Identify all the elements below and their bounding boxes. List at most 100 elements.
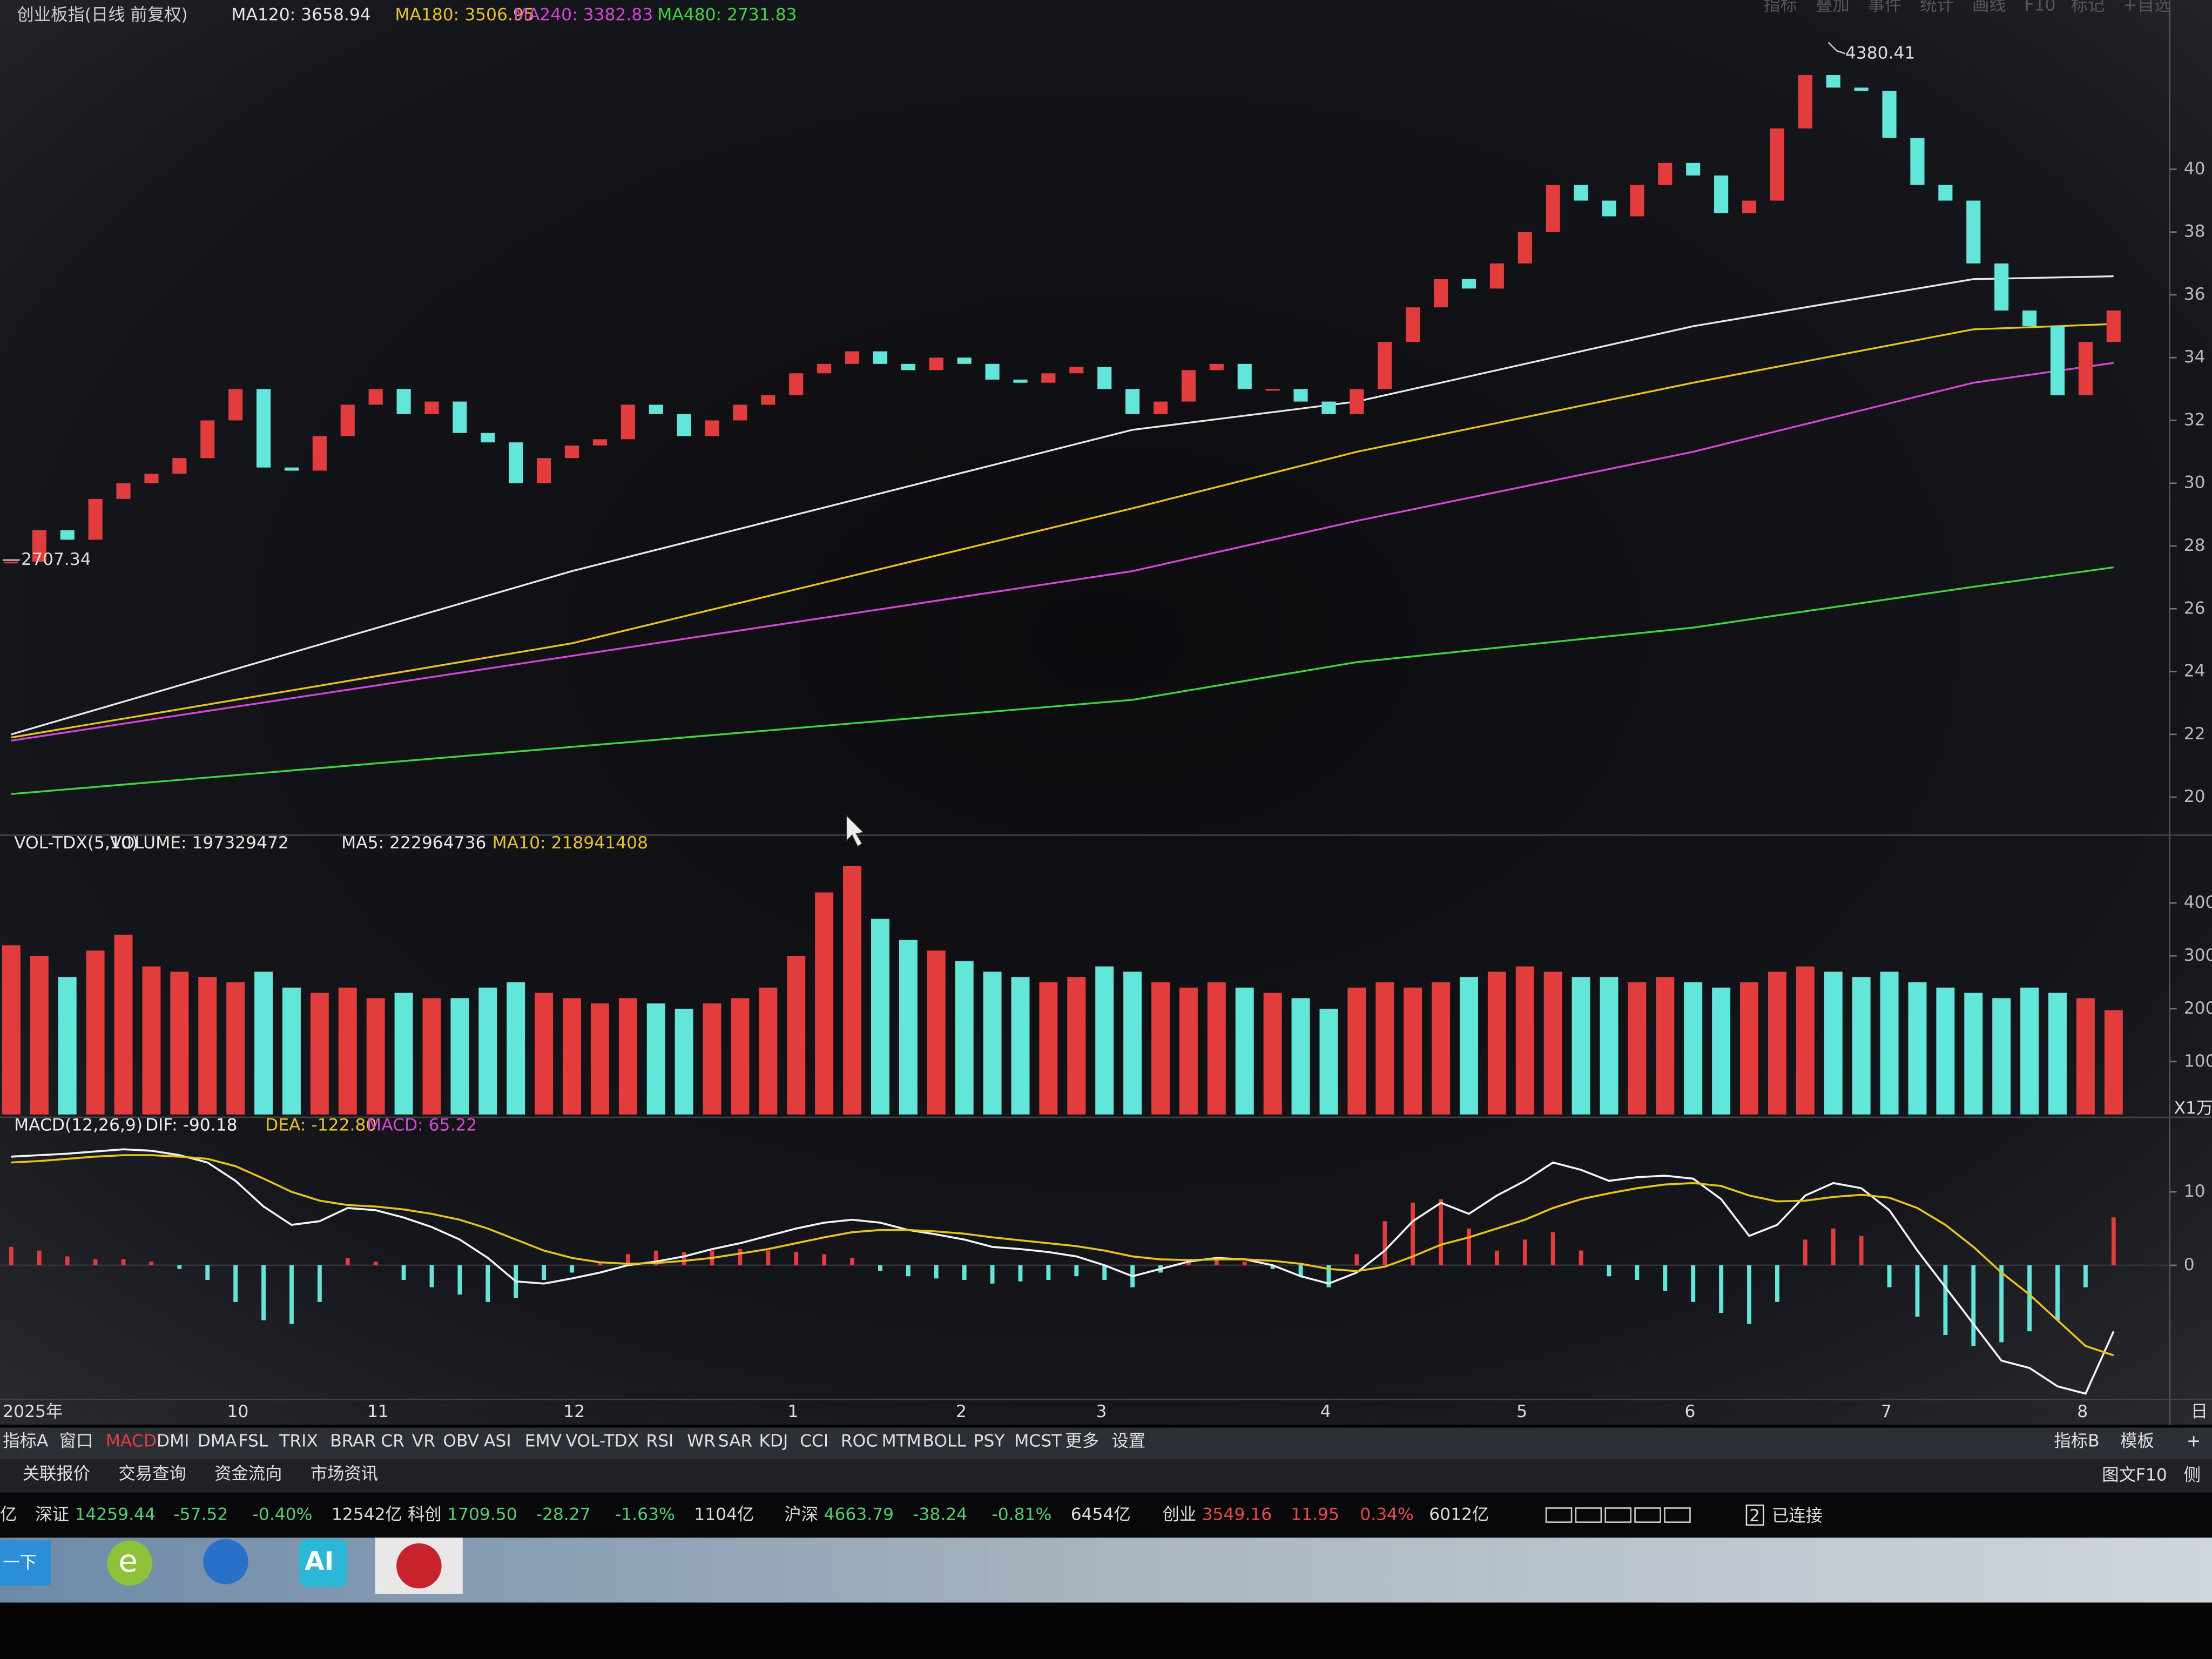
macd-legend: DIF: -90.18 [145,1116,237,1135]
app-icon[interactable] [299,1539,347,1587]
menu-item[interactable]: 叠加 [1816,0,1850,15]
start-label[interactable]: 一下 [3,1553,37,1572]
volume-bar [30,955,49,1115]
candle [789,373,804,395]
link[interactable]: 图文F10 [2102,1465,2167,1485]
menu-item[interactable]: 指标 [1763,0,1797,15]
menu-item[interactable]: F10 [2025,0,2056,15]
volume-bar [1235,987,1254,1115]
candle [1966,200,1981,264]
y-tick-label: 400 [2184,893,2212,912]
candle [172,458,187,474]
candle [228,389,243,421]
candle [1209,363,1224,370]
macd-bar [1522,1239,1527,1265]
annotation: 4380.41 [1845,43,1916,63]
volume-bar [1263,993,1282,1115]
menu-item[interactable]: 画线 [1972,0,2006,15]
tab[interactable]: KDJ [759,1432,788,1451]
tab[interactable]: OBV [443,1432,479,1451]
app-icon[interactable] [396,1543,442,1589]
volume-bar [338,987,357,1115]
macd-bar [233,1265,238,1302]
tab[interactable]: MTM [882,1432,921,1451]
volume-bar [1628,982,1647,1115]
tab[interactable]: 指标A [3,1432,49,1451]
app-icon-label[interactable]: e [118,1543,137,1579]
tab[interactable]: MACD [106,1432,157,1451]
macd-bar [738,1249,743,1265]
candle [1489,263,1504,289]
volume-bar [1964,993,1983,1115]
tab[interactable]: BOLL [922,1432,966,1451]
volume-bar [1123,972,1142,1115]
volume-bar [815,892,834,1115]
volume-bar [1824,972,1843,1115]
link[interactable]: 关联报价 [23,1464,90,1483]
tab[interactable]: PSY [973,1432,1005,1451]
tab[interactable]: CCI [800,1432,828,1451]
y-tick-label: 10 [2184,1182,2206,1201]
tab[interactable]: WR [687,1432,716,1451]
link[interactable]: 资金流向 [214,1464,282,1483]
macd-bar [1382,1221,1387,1265]
volume-bar [1067,977,1086,1115]
x-tick-label: 6 [1685,1402,1696,1421]
macd-bar [1635,1265,1640,1280]
candle [284,467,299,471]
candle [1153,401,1168,414]
tab[interactable]: EMV [525,1432,562,1451]
volume-bar [1151,982,1170,1115]
tab[interactable]: 窗口 [59,1432,93,1451]
candle [733,404,747,421]
app-icon[interactable] [107,1540,153,1586]
candle [649,404,663,414]
volume-bar [1347,987,1366,1115]
candle [424,401,439,414]
menu-item[interactable]: +自选 [2123,0,2171,15]
index-field: 6454亿 [1071,1505,1131,1525]
macd-bar [1214,1258,1219,1265]
tab[interactable]: VOL-TDX [566,1432,639,1451]
link[interactable]: 交易查询 [118,1464,186,1483]
link[interactable]: 侧 [2184,1465,2201,1485]
link[interactable]: 市场资讯 [311,1464,378,1483]
tab[interactable]: TRIX [279,1432,318,1451]
tab[interactable]: BRAR [330,1432,376,1451]
y-tick-label: 34 [2184,347,2206,367]
tab[interactable]: FSL [238,1432,268,1451]
tab[interactable]: + [2187,1432,2201,1451]
x-tick-label: 2025年 [3,1402,63,1421]
y-tick-label: 100 [2184,1051,2212,1071]
tab[interactable]: 指标B [2054,1432,2099,1451]
index-field: 14259.44 [75,1505,155,1525]
tab[interactable]: RSI [646,1432,673,1451]
tab[interactable]: 更多 [1065,1432,1099,1451]
tab[interactable]: DMA [198,1432,237,1451]
menu-item[interactable]: 标记 [2071,0,2105,15]
tab[interactable]: VR [412,1432,435,1451]
volume-bar [1207,982,1226,1115]
tab[interactable]: SAR [718,1432,753,1451]
app-icon[interactable] [203,1539,248,1584]
macd-bar [1943,1265,1948,1335]
tab[interactable]: ROC [841,1432,878,1451]
macd-bar [149,1262,154,1265]
y-tick-label: 32 [2184,410,2206,429]
macd-bar [177,1265,182,1269]
macd-bar [1691,1265,1696,1302]
start-button[interactable] [0,1540,51,1586]
volume-bar [899,940,918,1115]
tab[interactable]: CR [381,1432,404,1451]
app-icon-label[interactable]: AI [305,1547,334,1576]
tab[interactable]: ASI [484,1432,511,1451]
menu-item[interactable]: 事件 [1868,0,1902,15]
tab[interactable]: 设置 [1111,1432,1145,1451]
volume-bar [58,977,77,1115]
volume-bar [1908,982,1927,1115]
tab[interactable]: 模板 [2120,1432,2154,1451]
menu-item[interactable]: 统计 [1920,0,1954,15]
index-field: 4663.79 [824,1505,894,1525]
tab[interactable]: DMI [157,1432,189,1451]
tab[interactable]: MCST [1014,1432,1062,1451]
